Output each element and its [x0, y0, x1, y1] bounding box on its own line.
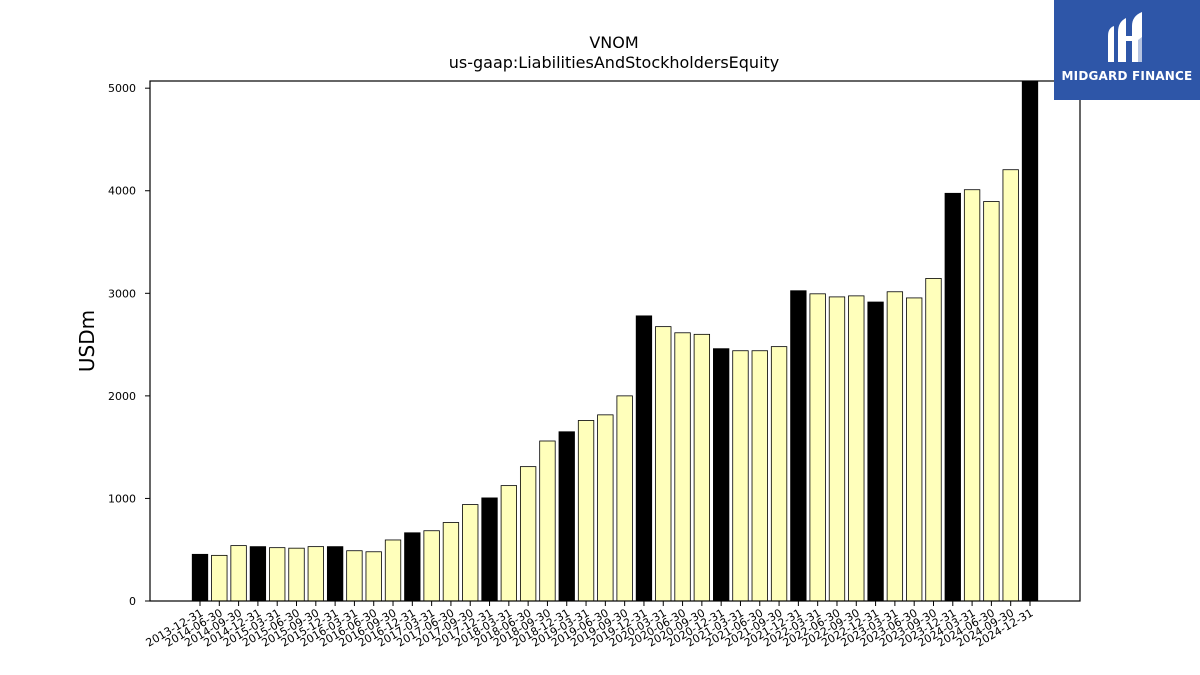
bar — [655, 326, 672, 602]
bar — [790, 290, 807, 602]
bar — [674, 332, 691, 602]
bar — [693, 333, 711, 602]
y-tick-label: 0 — [129, 595, 136, 608]
chart-subtitle: us-gaap:LiabilitiesAndStockholdersEquity — [449, 53, 780, 72]
bar — [944, 192, 961, 602]
bar — [906, 297, 923, 602]
x-axis-ticks: 2013-12-312014-06-302014-09-302014-12-31… — [144, 601, 1036, 650]
bar — [732, 350, 749, 602]
bar — [211, 554, 228, 602]
bar — [925, 278, 942, 602]
bar — [635, 315, 653, 602]
bar — [365, 551, 382, 602]
bar — [867, 301, 884, 602]
bar — [249, 546, 267, 602]
chart-title: VNOM — [589, 33, 638, 52]
bar — [751, 350, 768, 602]
brand-logo: MIDGARD FINANCE — [1054, 0, 1200, 100]
bar — [558, 431, 575, 602]
bar — [519, 466, 537, 602]
bar — [1002, 169, 1019, 602]
bar — [191, 553, 209, 602]
brand-name: MIDGARD FINANCE — [1061, 69, 1193, 83]
y-tick-label: 5000 — [108, 82, 136, 95]
bar — [577, 420, 595, 602]
y-tick-label: 2000 — [108, 390, 136, 403]
bar — [886, 291, 904, 602]
bar — [963, 189, 981, 602]
bar — [1021, 80, 1039, 602]
bar — [597, 414, 614, 602]
bar — [230, 545, 247, 602]
bar — [481, 497, 498, 602]
bar — [307, 546, 324, 602]
bar — [770, 346, 788, 602]
bar — [828, 296, 846, 602]
bar — [500, 485, 517, 602]
bar — [539, 440, 556, 602]
plot-frame — [149, 80, 1081, 602]
bar — [462, 504, 479, 602]
y-tick-label: 1000 — [108, 492, 136, 505]
bar — [809, 293, 826, 602]
bar — [346, 550, 363, 602]
midgard-logo-icon — [1108, 12, 1146, 62]
y-axis-label: USDm — [75, 310, 99, 372]
y-tick-label: 3000 — [108, 287, 136, 300]
bar — [384, 539, 402, 602]
bar — [442, 522, 460, 602]
bar — [404, 532, 421, 602]
bar — [326, 546, 344, 602]
y-tick-label: 4000 — [108, 185, 136, 198]
bar-series — [191, 80, 1039, 602]
bar — [269, 547, 286, 602]
bar — [288, 547, 305, 602]
bar — [983, 201, 1000, 602]
bar — [423, 530, 440, 602]
bar — [713, 348, 730, 602]
bar — [616, 395, 633, 602]
y-axis-ticks: 0 1000 2000 3000 4000 5000 — [108, 82, 150, 608]
bar — [848, 295, 865, 602]
